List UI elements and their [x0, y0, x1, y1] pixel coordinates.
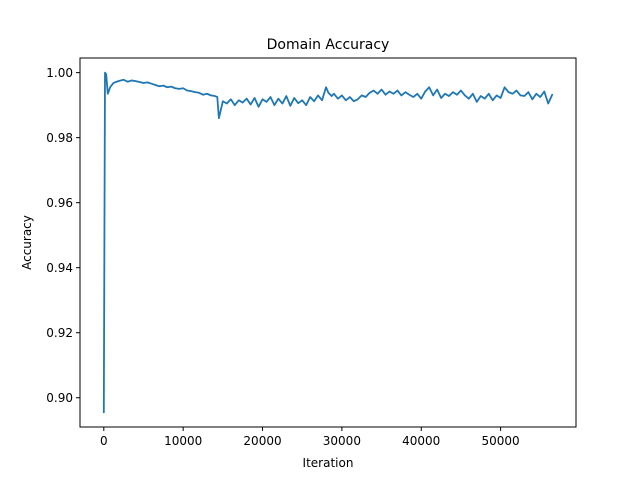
y-tick-label: 0.90: [46, 391, 73, 405]
y-tick-label: 0.98: [46, 131, 73, 145]
ticks-layer: 0 10000 20000 30000 40000 50000 0.90 0.92 0.94 0.…: [46, 66, 519, 448]
y-tick-label: 1.00: [46, 66, 73, 80]
x-tick-label: 0: [100, 434, 108, 448]
x-tick-label: 10000: [164, 434, 202, 448]
x-tick-label: 40000: [402, 434, 440, 448]
y-tick-label: 0.92: [46, 326, 73, 340]
y-tick-label: 0.96: [46, 196, 73, 210]
x-axis-label: Iteration: [303, 456, 354, 470]
y-axis-label: Accuracy: [20, 215, 34, 270]
x-tick-label: 50000: [482, 434, 520, 448]
plot-layer: [102, 71, 554, 414]
y-tick-label: 0.94: [46, 261, 73, 275]
chart-title: Domain Accuracy: [267, 37, 390, 53]
plot-frame: [79, 57, 577, 428]
series-line: [102, 71, 554, 414]
x-tick-label: 30000: [323, 434, 361, 448]
x-tick-label: 20000: [243, 434, 281, 448]
